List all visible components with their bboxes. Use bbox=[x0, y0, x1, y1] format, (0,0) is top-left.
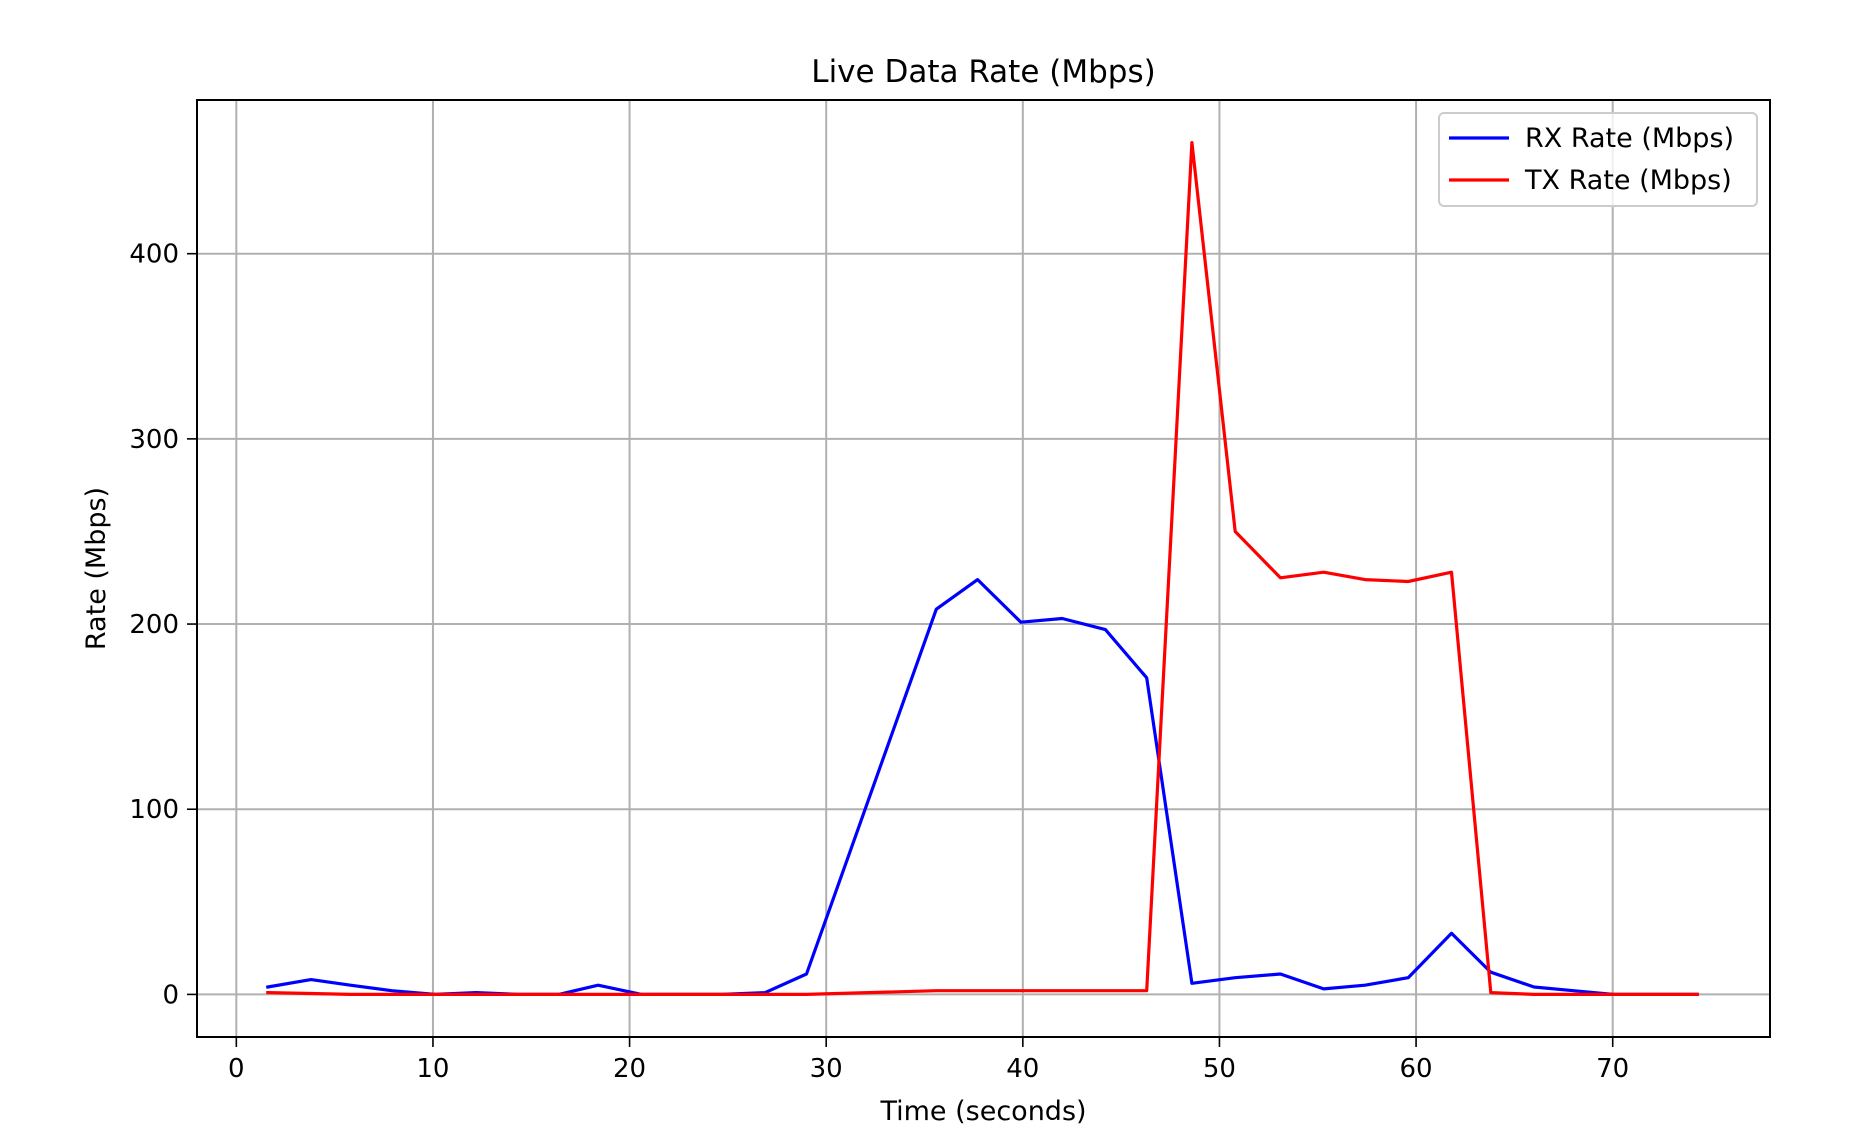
series-layer bbox=[265, 141, 1699, 997]
legend-entry: RX Rate (Mbps) bbox=[1525, 123, 1734, 154]
x-tick-label: 50 bbox=[1203, 1054, 1236, 1084]
legend-box bbox=[1438, 112, 1758, 207]
y-axis-label: Rate (Mbps) bbox=[81, 487, 112, 650]
x-tick-label: 60 bbox=[1400, 1054, 1433, 1084]
chart-title: Live Data Rate (Mbps) bbox=[811, 54, 1155, 90]
legend-entry: TX Rate (Mbps) bbox=[1524, 165, 1732, 196]
x-tick-label: 10 bbox=[416, 1054, 449, 1084]
legend: RX Rate (Mbps) TX Rate (Mbps) bbox=[1438, 112, 1758, 207]
x-tick-label: 70 bbox=[1596, 1054, 1629, 1084]
y-tick-label: 100 bbox=[129, 795, 179, 825]
x-tick-label: 30 bbox=[810, 1054, 843, 1084]
y-tick-label: 200 bbox=[129, 610, 179, 640]
x-tick-label: 40 bbox=[1006, 1054, 1039, 1084]
y-tick-label: 400 bbox=[129, 240, 179, 270]
x-tick-label: 20 bbox=[613, 1054, 646, 1084]
x-tick-label: 0 bbox=[228, 1054, 245, 1084]
plot-frame bbox=[196, 99, 1771, 1038]
ticks: 0 10 20 30 40 50 60 70 0 100 200 300 400 bbox=[129, 240, 1629, 1084]
y-tick-label: 0 bbox=[162, 980, 179, 1010]
x-axis-label: Time (seconds) bbox=[879, 1096, 1086, 1127]
y-tick-label: 300 bbox=[129, 425, 179, 455]
series-line-tx bbox=[266, 141, 1699, 997]
